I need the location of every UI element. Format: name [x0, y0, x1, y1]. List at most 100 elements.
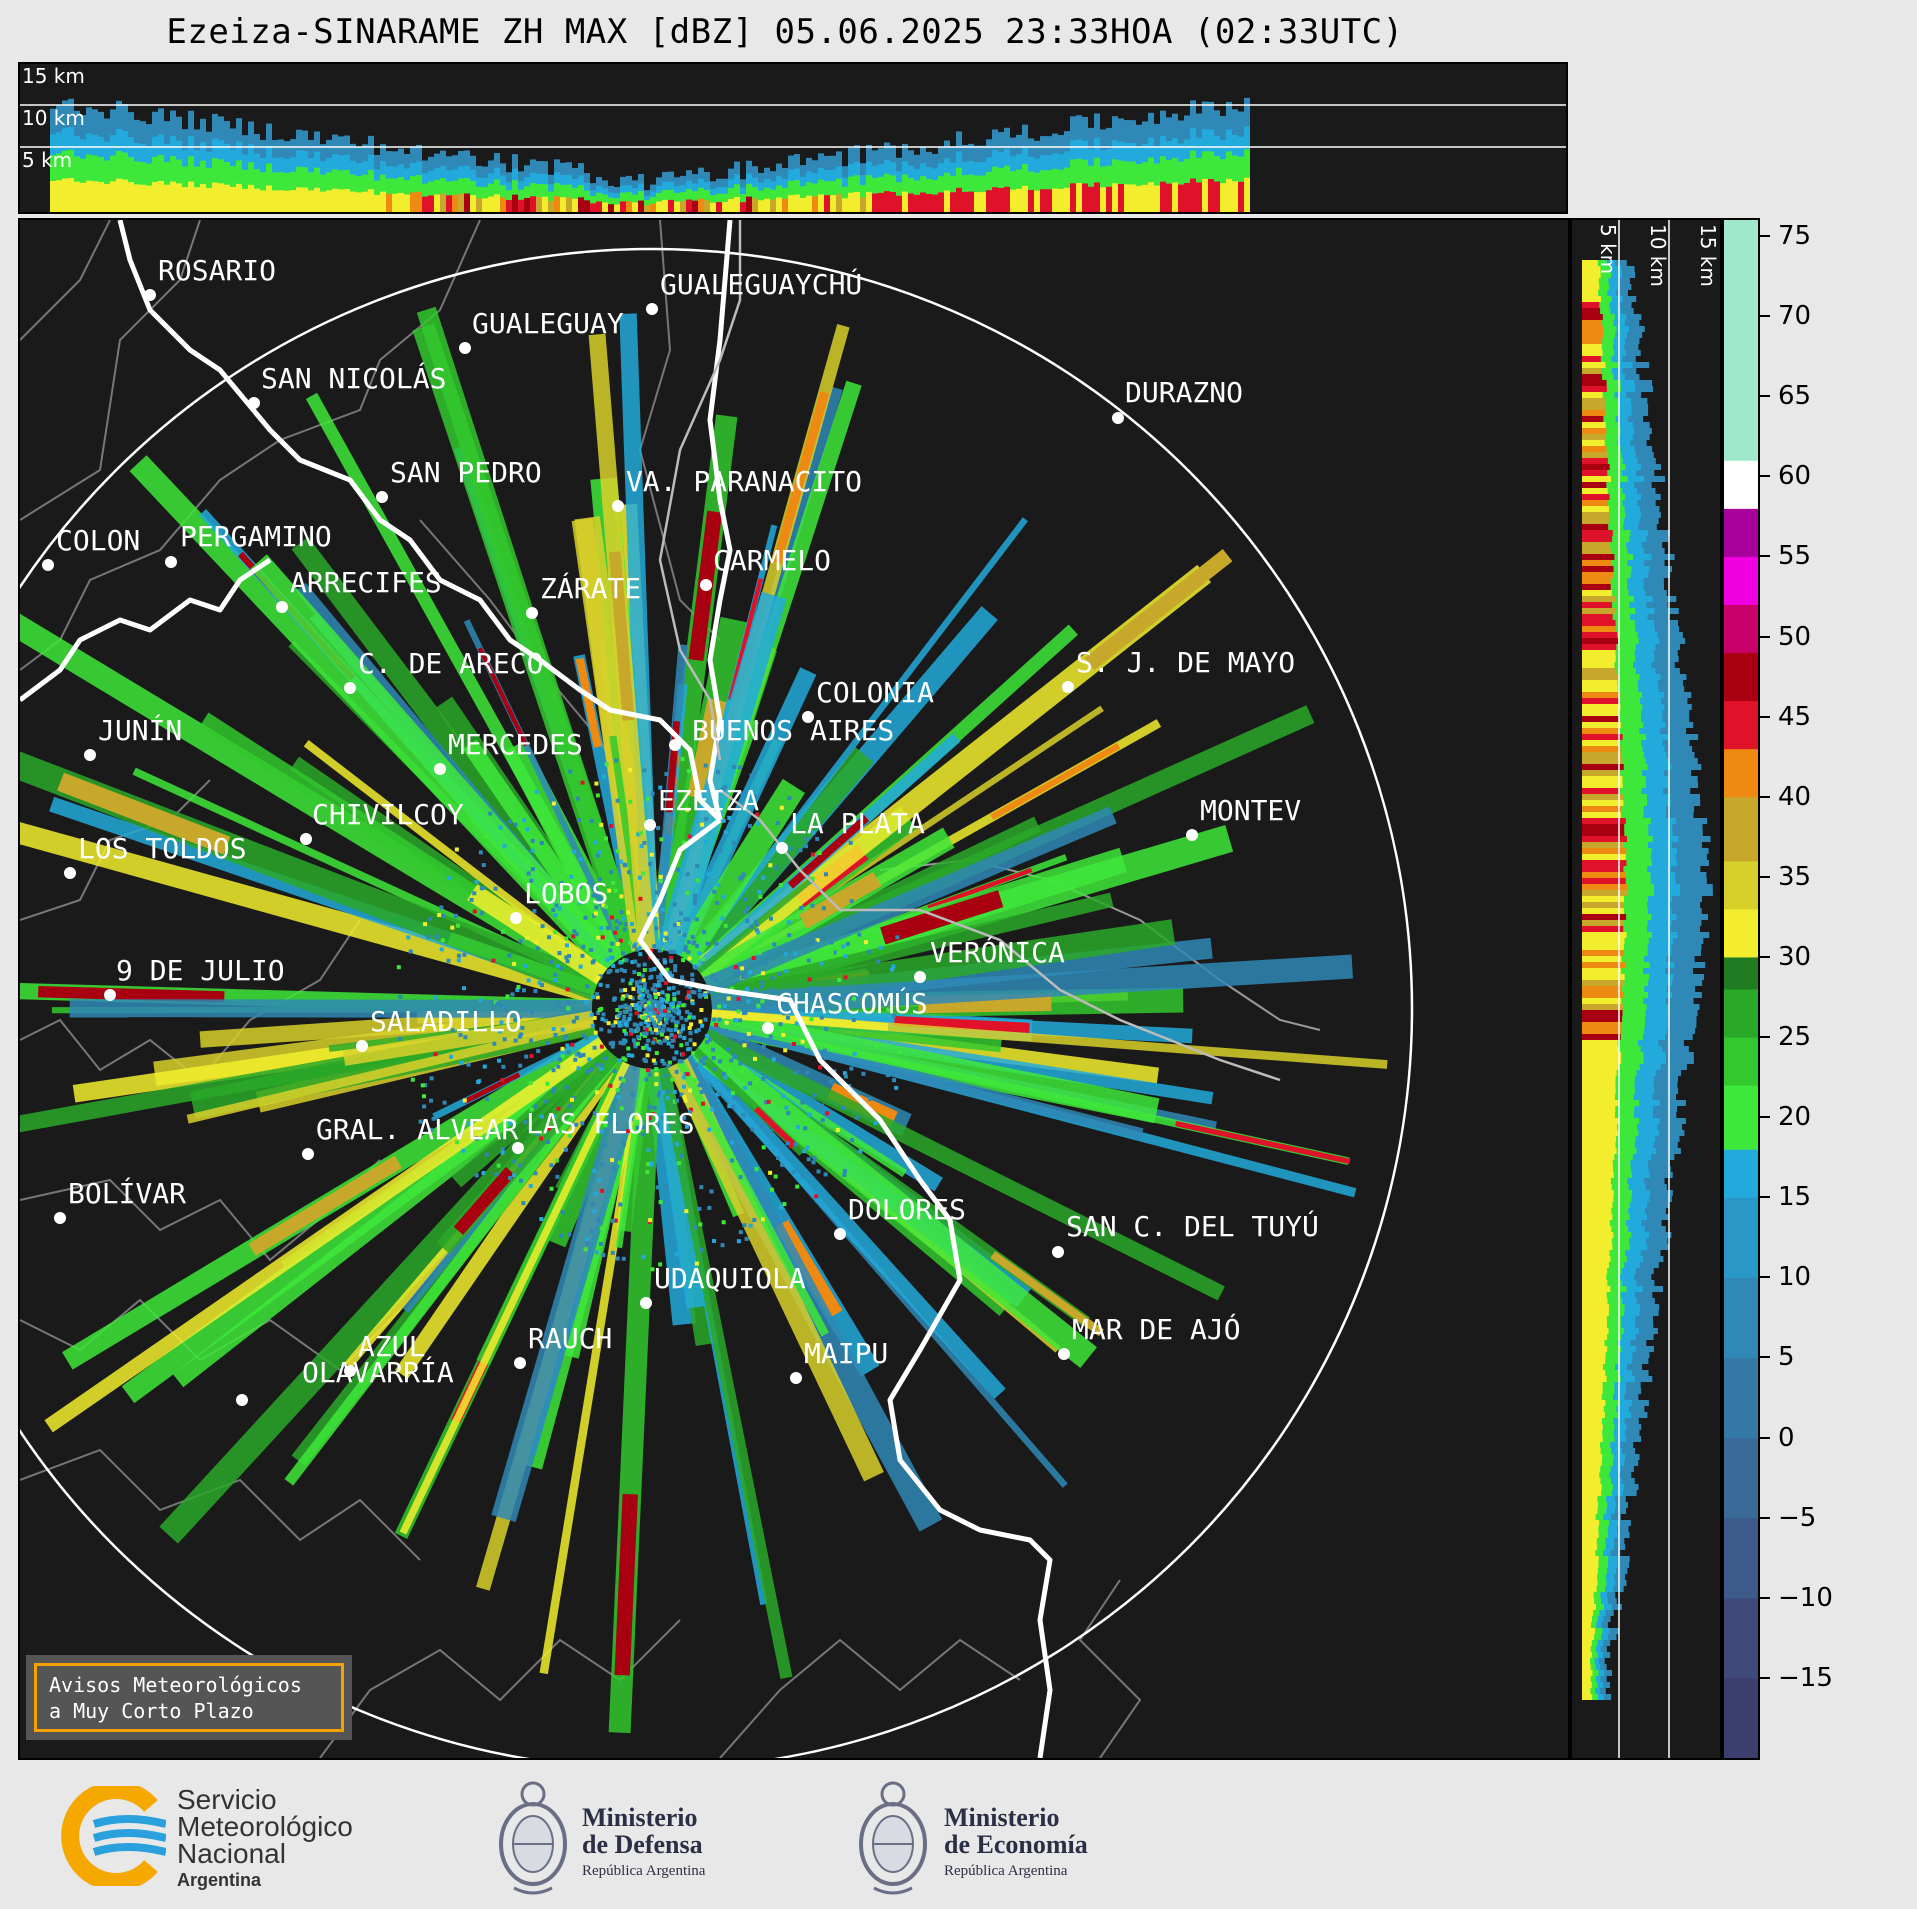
cross-section-column: [548, 200, 554, 212]
reflectivity-pixel: [642, 982, 647, 987]
cross-section-column: [248, 184, 254, 212]
reflectivity-pixel: [643, 1015, 648, 1020]
reflectivity-pixel: [795, 915, 800, 920]
reflectivity-pixel: [633, 942, 638, 947]
reflectivity-pixel: [636, 1027, 641, 1032]
cross-section-column: [1124, 184, 1130, 212]
reflectivity-pixel: [676, 1003, 681, 1008]
reflectivity-pixel: [678, 1034, 683, 1039]
cross-section-column: [806, 195, 812, 212]
reflectivity-pixel: [647, 1012, 652, 1017]
reflectivity-pixel: [637, 875, 642, 880]
reflectivity-pixel: [772, 942, 777, 947]
cross-section-column: [308, 190, 314, 212]
reflectivity-pixel: [518, 1032, 523, 1037]
reflectivity-pixel: [637, 945, 642, 950]
cross-section-column: [1112, 183, 1118, 212]
reflectivity-pixel: [658, 1021, 663, 1026]
city-label: CHIVILCOY: [312, 798, 464, 831]
reflectivity-pixel: [410, 1077, 415, 1082]
cross-section-row: [1582, 926, 1624, 932]
reflectivity-pixel: [599, 1129, 604, 1134]
city-label: ARRECIFES: [290, 566, 442, 599]
reflectivity-pixel: [674, 1010, 679, 1015]
reflectivity-pixel: [623, 1022, 628, 1027]
city-label: UDAQUIOLA: [654, 1262, 806, 1295]
reflectivity-pixel: [742, 1085, 747, 1090]
cross-section-row: [1582, 530, 1613, 536]
reflectivity-pixel: [650, 1017, 655, 1022]
reflectivity-pixel: [647, 1116, 652, 1121]
colorbar-tick: [1760, 1196, 1770, 1199]
reflectivity-pixel: [721, 1220, 726, 1225]
cross-section-row: [1582, 956, 1622, 962]
reflectivity-pixel: [604, 904, 609, 909]
reflectivity-pixel: [621, 1038, 626, 1043]
reflectivity-pixel: [716, 883, 721, 888]
reflectivity-pixel: [576, 796, 581, 801]
reflectivity-pixel: [674, 1252, 679, 1257]
reflectivity-pixel: [664, 981, 669, 986]
reflectivity-pixel: [743, 897, 748, 902]
reflectivity-pixel: [593, 1191, 598, 1196]
cross-section-column: [152, 181, 158, 212]
reflectivity-pixel: [636, 963, 641, 968]
reflectivity-pixel: [635, 947, 640, 952]
reflectivity-pixel: [842, 1172, 847, 1177]
reflectivity-pixel: [619, 1106, 624, 1111]
reflectivity-pixel: [659, 1032, 664, 1037]
reflectivity-pixel: [687, 1015, 692, 1020]
reflectivity-pixel: [656, 1019, 661, 1024]
reflectivity-pixel: [752, 1056, 757, 1061]
city-label: EZEIZA: [658, 784, 759, 817]
avisos-button[interactable]: Avisos Meteorológicos a Muy Corto Plazo: [26, 1655, 352, 1740]
reflectivity-pixel: [675, 1005, 680, 1010]
cross-section-row: [1582, 650, 1616, 656]
reflectivity-pixel: [665, 969, 670, 974]
reflectivity-pixel: [820, 1050, 825, 1055]
colorbar-tick-label: 55: [1778, 541, 1812, 572]
cross-section-column: [68, 178, 74, 212]
colorbar-tick-label: −5: [1778, 1502, 1817, 1533]
cross-section-column: [1166, 183, 1172, 212]
cross-section-column: [224, 184, 230, 212]
reflectivity-pixel: [505, 994, 510, 999]
reflectivity-pixel: [567, 1232, 572, 1237]
reflectivity-pixel: [799, 905, 804, 910]
reflectivity-pixel: [627, 1005, 632, 1010]
reflectivity-pixel: [679, 1092, 684, 1097]
reflectivity-pixel: [630, 996, 635, 1001]
reflectivity-pixel: [633, 1005, 638, 1010]
reflectivity-pixel: [723, 1030, 728, 1035]
reflectivity-pixel: [662, 1023, 667, 1028]
reflectivity-pixel: [581, 944, 586, 949]
reflectivity-pixel: [681, 1084, 686, 1089]
cross-section-row: [1582, 506, 1610, 512]
colorbar-tick-label: 40: [1778, 781, 1812, 812]
reflectivity-pixel: [593, 840, 598, 845]
cross-section-column: [1076, 182, 1082, 212]
colorbar-tick-label: −15: [1778, 1662, 1833, 1693]
reflectivity-pixel: [589, 1229, 594, 1234]
reflectivity-pixel: [723, 1028, 728, 1033]
reflectivity-pixel: [580, 953, 585, 958]
reflectivity-pixel: [654, 890, 659, 895]
reflectivity-pixel: [648, 967, 653, 972]
reflectivity-pixel: [641, 978, 646, 983]
reflectivity-pixel: [446, 958, 451, 963]
reflectivity-pixel: [806, 1040, 811, 1045]
reflectivity-pixel: [771, 1057, 776, 1062]
reflectivity-pixel: [666, 1027, 671, 1032]
colorbar-tick-label: 5: [1778, 1342, 1795, 1373]
colorbar-band: [1724, 1437, 1758, 1519]
reflectivity-rays: [20, 306, 1388, 1734]
cross-section-row: [1582, 266, 1601, 272]
reflectivity-pixel: [744, 1236, 749, 1241]
reflectivity-pixel: [738, 1230, 743, 1235]
reflectivity-pixel: [726, 1047, 731, 1052]
reflectivity-pixel: [756, 1003, 761, 1008]
reflectivity-pixel: [654, 1028, 659, 1033]
cross-section-column: [446, 195, 452, 212]
cross-section-column: [506, 200, 512, 212]
reflectivity-pixel: [714, 1022, 719, 1027]
